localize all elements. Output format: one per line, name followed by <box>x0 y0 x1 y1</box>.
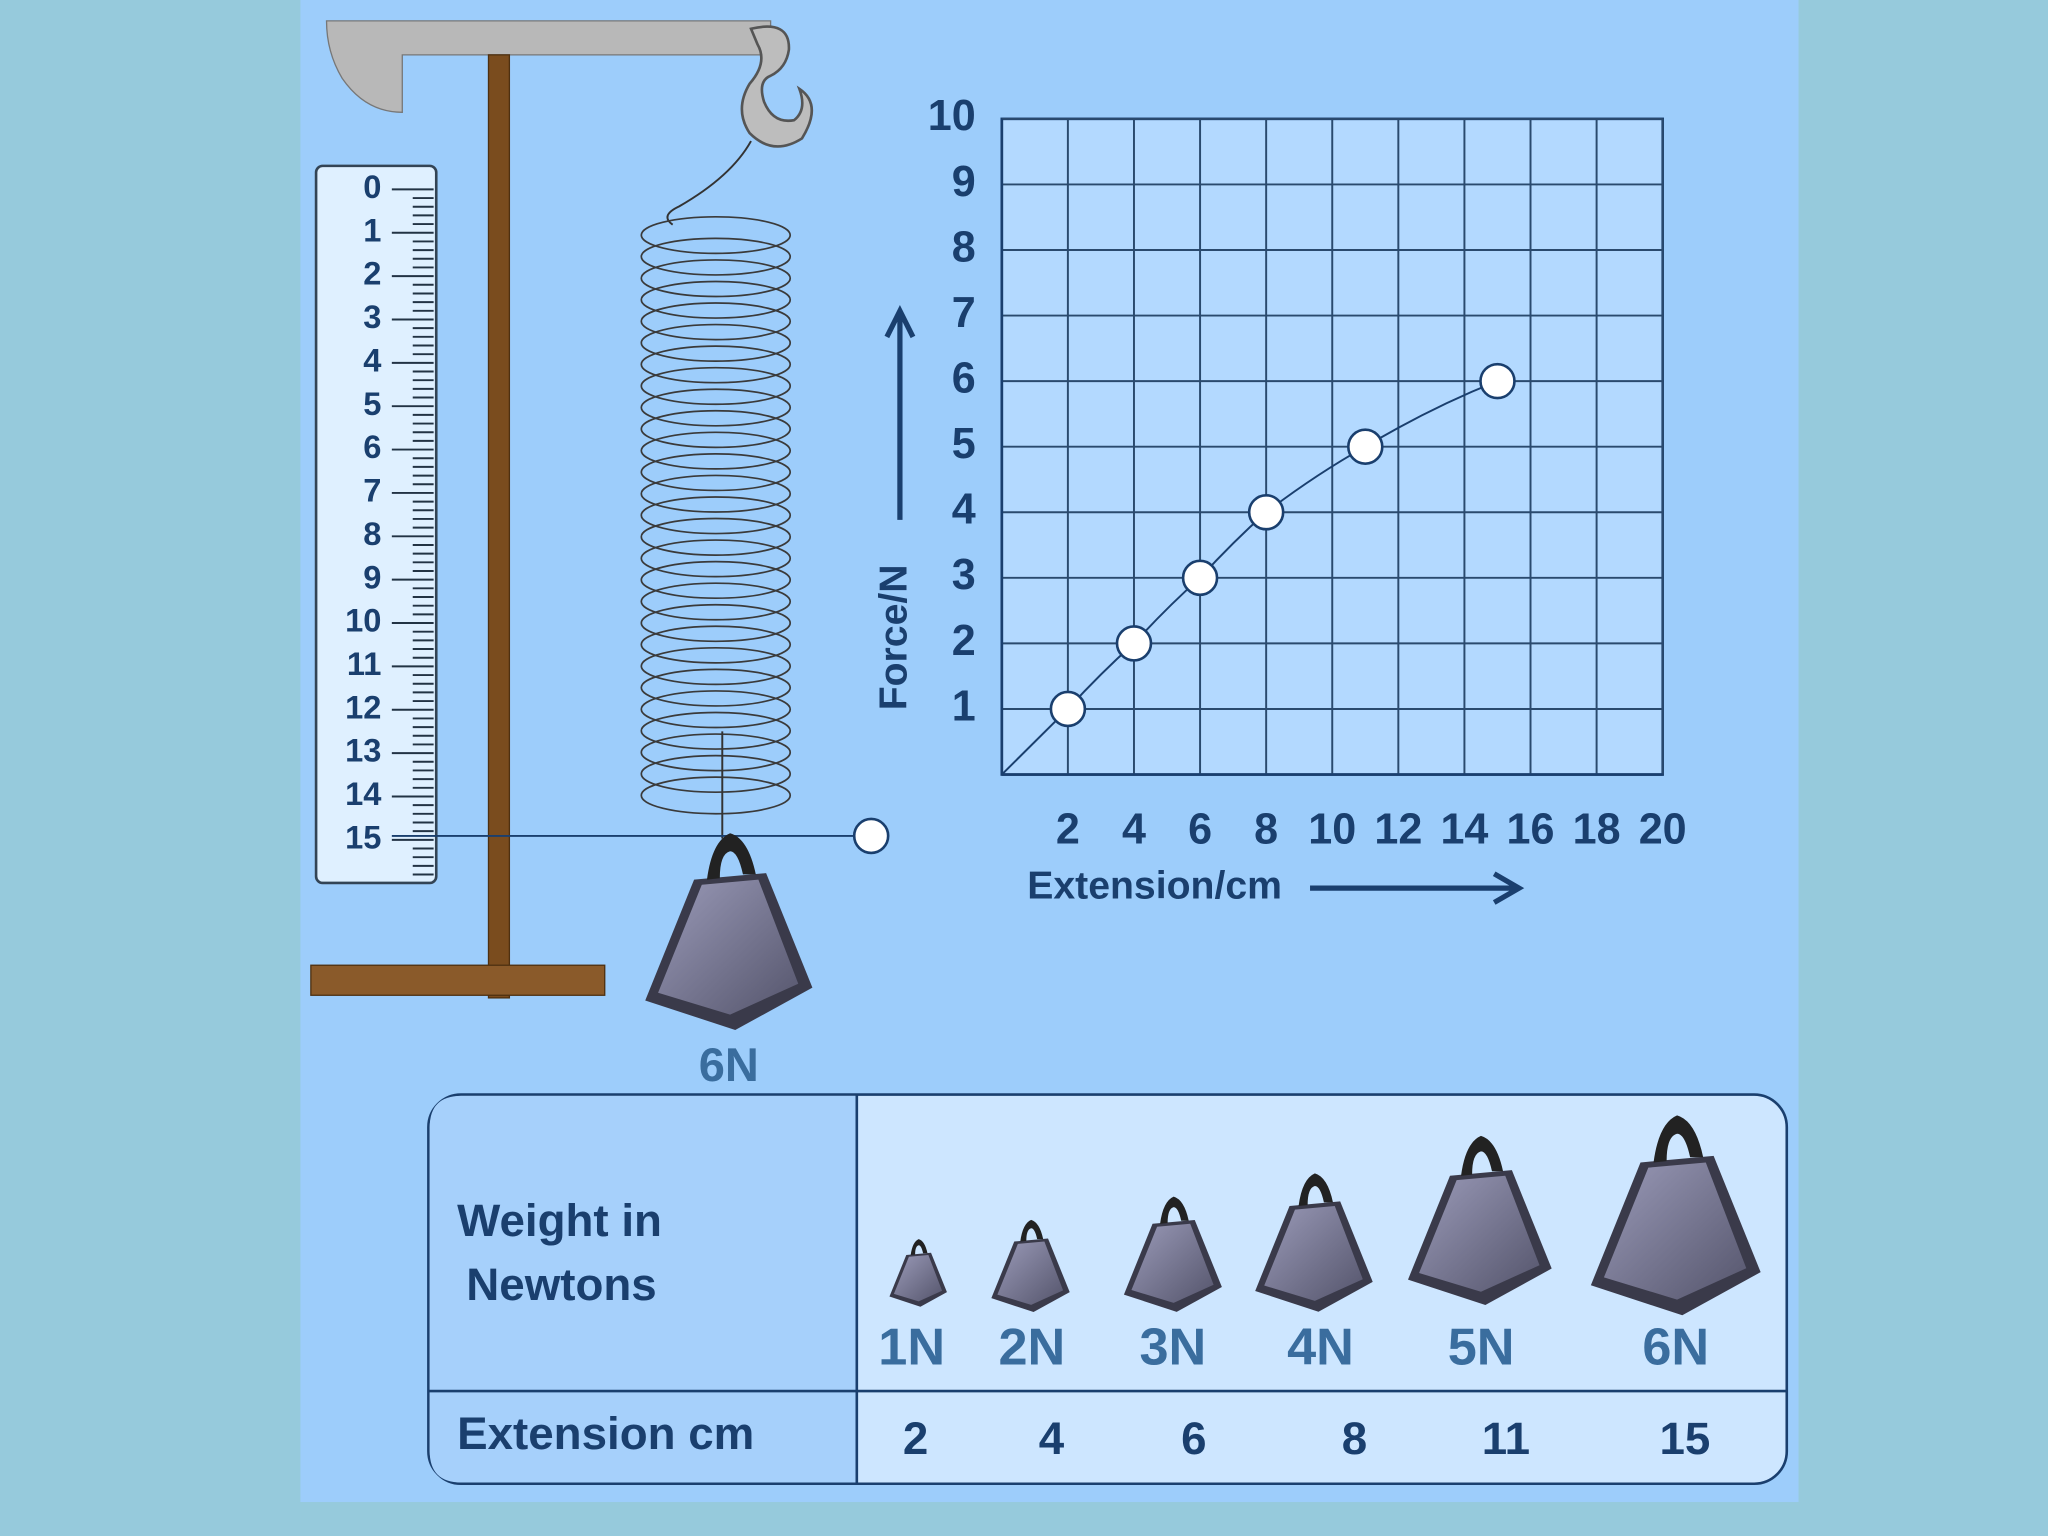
spring-coil <box>640 215 792 255</box>
spring-coil <box>640 366 792 406</box>
y-tick-label: 7 <box>952 289 976 337</box>
ruler-label: 13 <box>345 732 381 769</box>
point <box>1115 625 1153 662</box>
ruler-label: 11 <box>347 645 382 682</box>
hook <box>740 25 814 148</box>
spring-coil <box>640 711 792 750</box>
spring-coil <box>640 237 792 276</box>
ruler-label: 12 <box>345 688 381 725</box>
x-tick-label: 18 <box>1573 805 1621 853</box>
extension-value: 2 <box>903 1413 928 1464</box>
spring-coil <box>640 259 792 298</box>
spring-coil <box>640 625 792 664</box>
ruler-label: 5 <box>363 385 381 422</box>
point <box>1347 428 1384 465</box>
spring-coil <box>640 453 792 492</box>
x-tick-label: 12 <box>1374 805 1422 853</box>
x-tick-label: 4 <box>1122 805 1146 853</box>
stand-post <box>487 54 511 999</box>
spring-coil <box>640 302 792 341</box>
row-header: Newtons <box>466 1259 656 1310</box>
x-tick-label: 6 <box>1188 805 1212 853</box>
y-tick-label: 5 <box>952 420 976 468</box>
spring-coil <box>640 690 792 729</box>
row-header: Extension cm <box>457 1408 754 1459</box>
x-tick-label: 14 <box>1440 805 1488 853</box>
spring-coil <box>640 474 792 513</box>
spring-coil <box>640 323 792 362</box>
x-tick-label: 16 <box>1507 805 1555 853</box>
extension-value: 6 <box>1181 1413 1206 1464</box>
extension-value: 4 <box>1039 1413 1065 1464</box>
x-axis-arrow <box>1310 871 1525 905</box>
spring-coil <box>640 603 792 643</box>
extension-value: 15 <box>1659 1413 1710 1464</box>
hanging-weight-label: 6N <box>699 1038 759 1091</box>
ruler-label: 0 <box>363 168 381 205</box>
weight-label: 1N <box>878 1318 945 1376</box>
weight-label: 4N <box>1287 1318 1354 1376</box>
spring-coil <box>640 345 792 384</box>
spring-wire <box>666 140 752 226</box>
spring-coil <box>640 668 792 707</box>
y-axis-title: Force/N <box>872 564 915 710</box>
spring-coil <box>640 431 792 470</box>
ruler-label: 4 <box>363 341 381 378</box>
stand-base <box>310 964 606 996</box>
weight-label: 5N <box>1448 1318 1515 1376</box>
ruler-label: 7 <box>363 472 381 509</box>
table-header-cell <box>429 1095 857 1483</box>
pointer-knob <box>852 817 890 855</box>
spring-coil <box>640 280 792 319</box>
spring-coil <box>640 582 792 621</box>
spring-coil <box>640 560 792 600</box>
weight-label: 6N <box>1642 1318 1709 1376</box>
weight-label: 2N <box>998 1318 1065 1376</box>
spring-coil <box>640 776 792 815</box>
spring-coil <box>640 517 792 556</box>
y-tick-label: 1 <box>952 682 976 730</box>
ruler-label: 14 <box>345 775 381 812</box>
y-tick-label: 10 <box>928 92 976 140</box>
ruler-label: 15 <box>345 818 381 855</box>
point <box>1049 690 1087 728</box>
x-tick-label: 10 <box>1308 805 1356 853</box>
x-tick-label: 8 <box>1254 805 1278 853</box>
spring-coil <box>640 754 792 794</box>
ruler <box>314 164 438 885</box>
ruler-label: 3 <box>363 298 381 335</box>
x-axis-title: Extension/cm <box>1027 865 1282 908</box>
y-axis-arrow <box>884 305 916 520</box>
y-tick-label: 3 <box>952 551 976 599</box>
spring-coil <box>640 646 792 686</box>
extension-value: 8 <box>1342 1413 1367 1464</box>
y-tick-label: 4 <box>952 486 976 534</box>
ruler-label: 9 <box>363 558 381 595</box>
spring-coil <box>640 496 792 535</box>
point <box>1181 559 1219 597</box>
ruler-label: 6 <box>363 428 381 465</box>
spring-coil <box>640 409 792 449</box>
y-tick-label: 2 <box>952 617 976 665</box>
extension-value: 11 <box>1482 1413 1530 1464</box>
ruler-label: 2 <box>363 255 381 292</box>
y-tick-label: 9 <box>952 158 976 206</box>
ruler-label: 1 <box>363 211 381 248</box>
x-tick-label: 20 <box>1639 805 1687 853</box>
weight-label: 3N <box>1140 1318 1207 1376</box>
point <box>1247 493 1285 531</box>
point <box>1479 362 1516 400</box>
row-header: Weight in <box>457 1195 662 1246</box>
spring-coil <box>640 388 792 427</box>
spring-coil <box>640 539 792 578</box>
spring-coil <box>640 733 792 772</box>
y-tick-label: 6 <box>952 355 976 403</box>
x-tick-label: 2 <box>1056 805 1080 853</box>
ruler-label: 10 <box>345 602 381 639</box>
y-tick-label: 8 <box>952 223 976 271</box>
stand-arm <box>325 20 772 113</box>
ruler-label: 8 <box>363 515 381 552</box>
